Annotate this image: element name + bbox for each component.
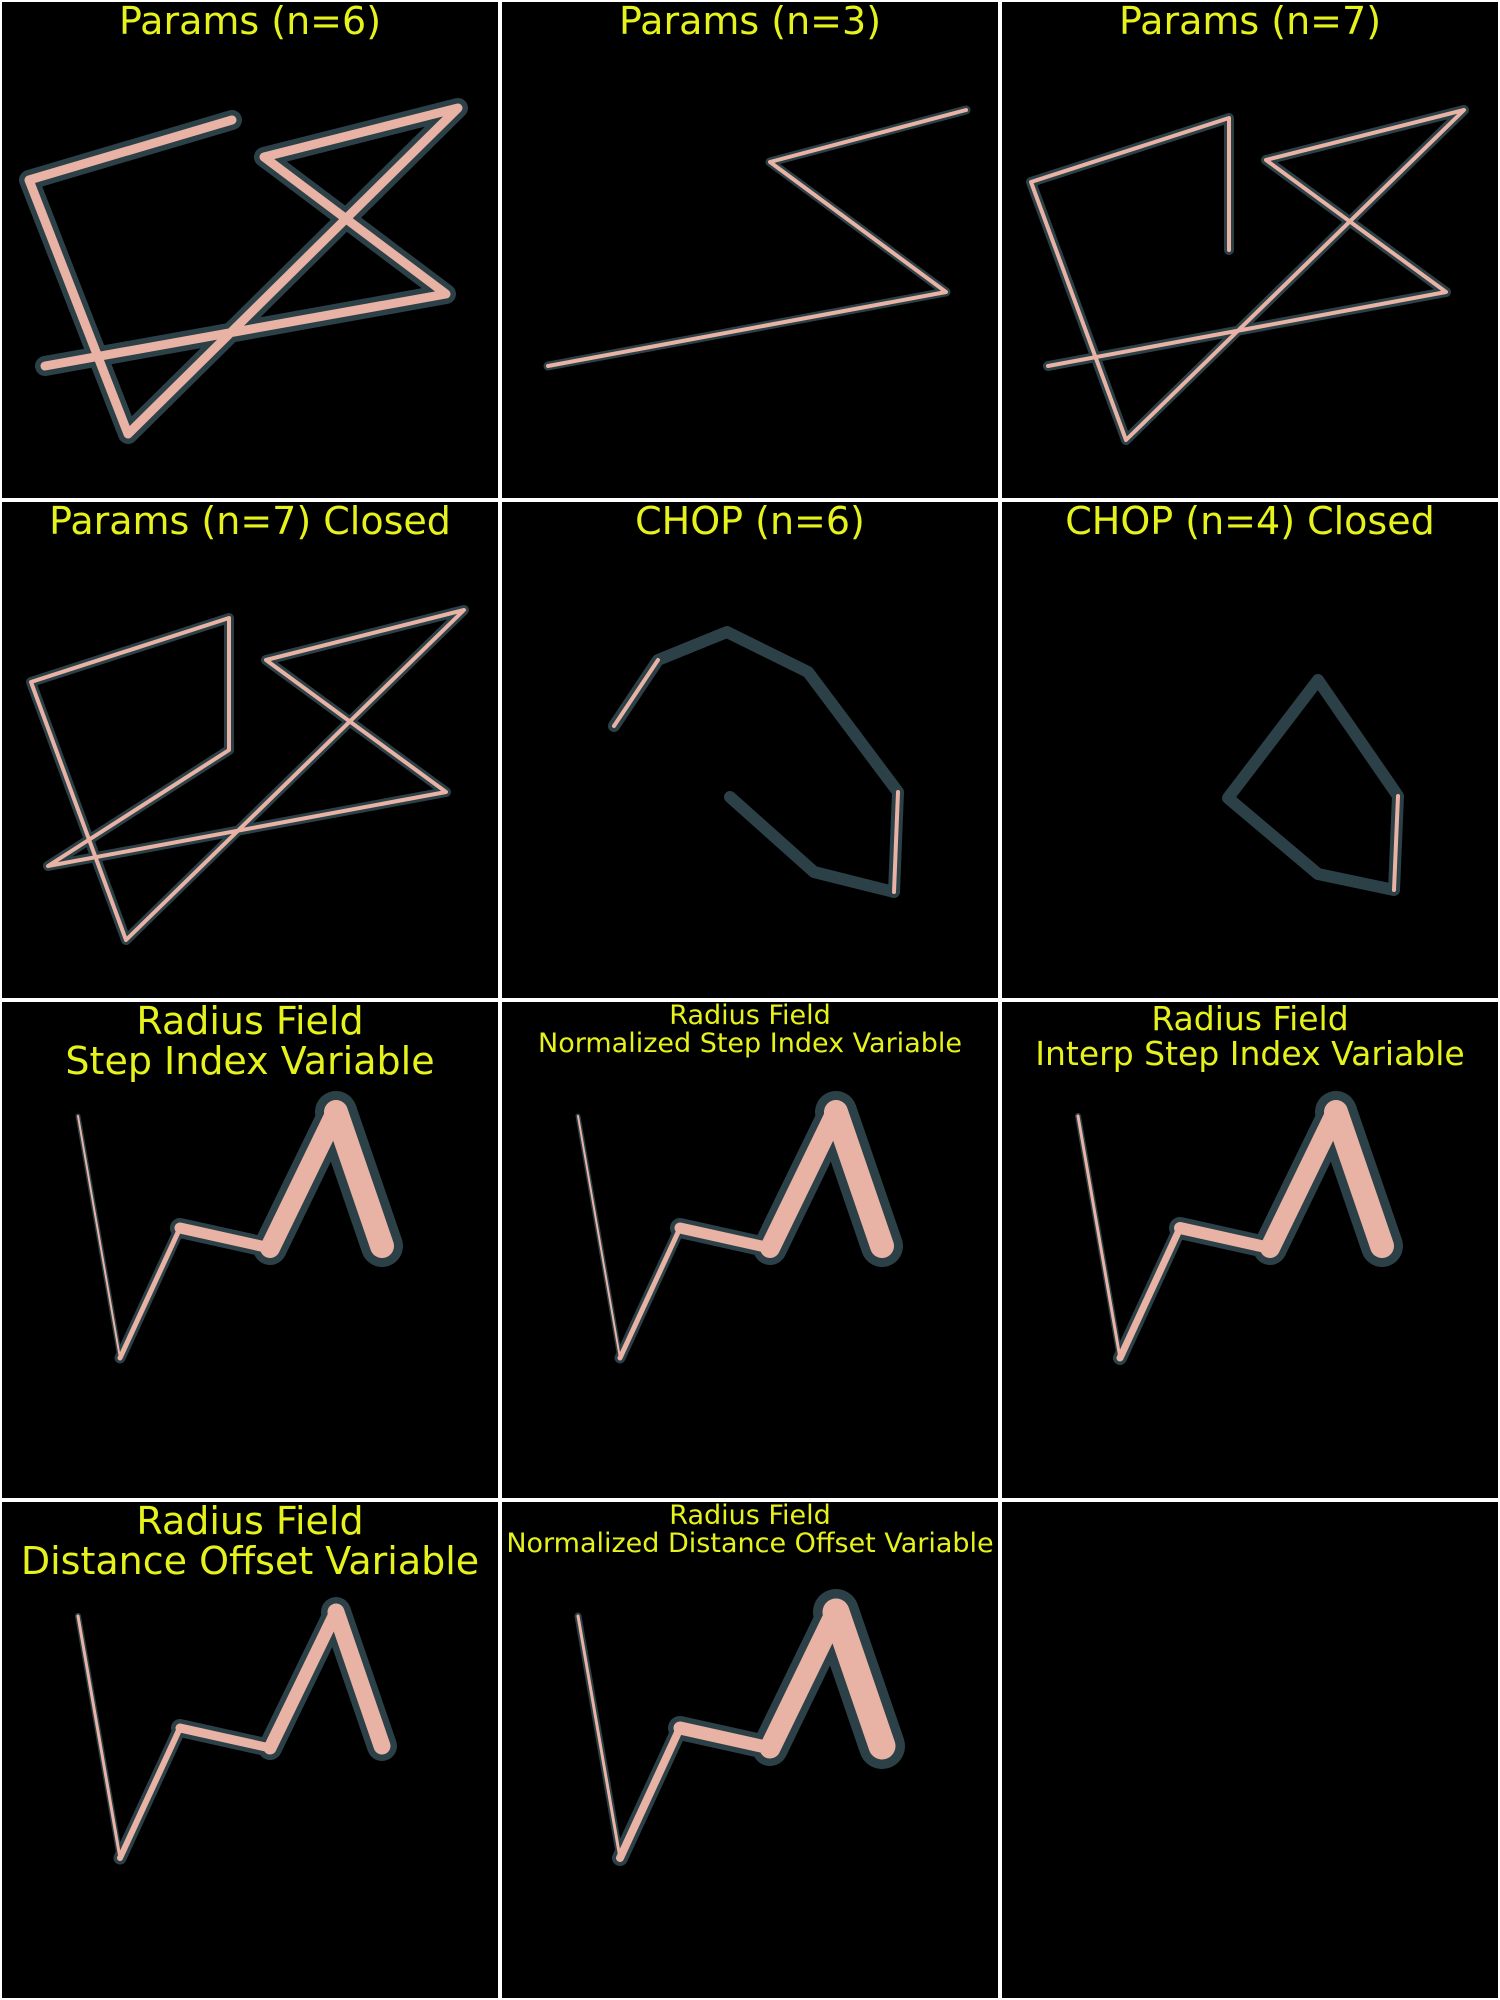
tube-highlight xyxy=(117,1725,183,1861)
panel-title-line: Params (n=7) Closed xyxy=(49,502,451,543)
panel-empty xyxy=(1002,1502,1498,1998)
tube-highlight xyxy=(1029,108,1466,442)
panel-title-line: Radius Field xyxy=(136,1002,364,1043)
panel-title-line: Distance Offset Variable xyxy=(20,1538,480,1583)
panel-title: Radius Field Step Index Variable xyxy=(2,1002,498,1082)
tube-highlight xyxy=(324,1100,394,1258)
tube-highlight xyxy=(24,103,463,439)
panel-title-line: Params (n=7) xyxy=(1118,2,1382,43)
panel-title: Radius Field Interp Step Index Variable xyxy=(1002,1002,1498,1071)
panel-title-line: Step Index Variable xyxy=(65,1038,435,1083)
panel-title-line: Radius Field xyxy=(669,1502,831,1531)
panel-radius-distance-offset: Radius Field Distance Offset Variable xyxy=(2,1502,498,1998)
tube-highlight xyxy=(616,1724,684,1862)
tube-shadow xyxy=(1222,674,1404,896)
panel-title: Radius Field Normalized Distance Offset … xyxy=(502,1502,998,1559)
panel-title-line: Normalized Distance Offset Variable xyxy=(506,1528,994,1560)
panel-title-line: CHOP (n=4) Closed xyxy=(1065,502,1435,543)
tube-highlight xyxy=(117,1225,183,1361)
tube-render xyxy=(75,1091,403,1364)
tube-render xyxy=(608,626,904,898)
tube-render xyxy=(1222,674,1404,896)
tube-highlight xyxy=(824,1100,894,1258)
panel-title: Radius Field Normalized Step Index Varia… xyxy=(502,1002,998,1059)
tube-highlight xyxy=(1260,1102,1346,1258)
tube-highlight xyxy=(76,1614,122,1860)
tube-shadow xyxy=(608,626,904,898)
panel-radius-normalized-distance-offset: Radius Field Normalized Distance Offset … xyxy=(502,1502,998,1998)
panel-chop-n4-closed: CHOP (n=4) Closed xyxy=(1002,502,1498,998)
tube-highlight xyxy=(1174,1222,1276,1254)
tube-highlight xyxy=(822,1598,896,1760)
tube-highlight xyxy=(577,1115,621,1359)
tube-render xyxy=(19,98,468,444)
panel-title: Params (n=6) xyxy=(2,2,498,42)
tube-highlight xyxy=(759,1601,847,1759)
tube-highlight xyxy=(1392,794,1400,892)
panel-params-n7-closed: Params (n=7) Closed xyxy=(2,502,498,998)
panel-title-line: CHOP (n=6) xyxy=(635,502,865,543)
panel-title-line: Radius Field xyxy=(669,1002,831,1031)
panel-params-n3: Params (n=3) xyxy=(502,2,998,498)
tube-render xyxy=(1026,105,1469,445)
tube-render xyxy=(75,1597,397,1865)
tube-highlight xyxy=(1324,1100,1394,1258)
panel-title-line: Radius Field xyxy=(1151,1002,1349,1038)
tube-highlight xyxy=(612,658,660,728)
tube-highlight xyxy=(546,108,968,368)
panel-title: Params (n=7) xyxy=(1002,2,1498,42)
tube-highlight xyxy=(576,1614,622,1860)
tube-render xyxy=(574,1589,905,1866)
tube-highlight xyxy=(760,1102,846,1258)
panel-title: Params (n=7) Closed xyxy=(2,502,498,542)
tube-highlight xyxy=(892,790,900,894)
panel-title-line: Interp Step Index Variable xyxy=(1035,1033,1465,1073)
tube-highlight xyxy=(1116,1224,1184,1362)
panel-radius-step-index: Radius Field Step Index Variable xyxy=(2,1002,498,1498)
tube-highlight xyxy=(29,608,466,942)
tube-highlight xyxy=(263,1605,343,1755)
panel-params-n7: Params (n=7) xyxy=(1002,2,1498,498)
panel-chop-n6: CHOP (n=6) xyxy=(502,502,998,998)
panel-radius-normalized-step-index: Radius Field Normalized Step Index Varia… xyxy=(502,1002,998,1498)
tube-render xyxy=(575,1091,903,1364)
tube-highlight xyxy=(175,1723,275,1753)
tube-highlight xyxy=(674,1222,776,1254)
panel-title-line: Params (n=6) xyxy=(118,2,382,43)
tube-highlight xyxy=(327,1603,391,1755)
tube-render xyxy=(1075,1091,1403,1365)
tube-highlight xyxy=(673,1721,777,1755)
panel-title-line: Normalized Step Index Variable xyxy=(538,1028,962,1060)
panel-title-line: Radius Field xyxy=(136,1502,364,1543)
panel-title: Radius Field Distance Offset Variable xyxy=(2,1502,498,1582)
tube-highlight xyxy=(77,1115,121,1359)
panel-title: CHOP (n=6) xyxy=(502,502,998,542)
tube-render xyxy=(543,105,971,371)
tube-highlight xyxy=(174,1222,276,1254)
tube-highlight xyxy=(617,1225,683,1361)
panel-params-n6: Params (n=6) xyxy=(2,2,498,498)
panel-title-line: Params (n=3) xyxy=(618,2,882,43)
panel-radius-interp-step-index: Radius Field Interp Step Index Variable xyxy=(1002,1002,1498,1498)
panel-title: Params (n=3) xyxy=(502,2,998,42)
panel-title: CHOP (n=4) Closed xyxy=(1002,502,1498,542)
tube-render xyxy=(26,605,469,945)
tube-highlight xyxy=(1076,1114,1122,1360)
tube-highlight xyxy=(260,1102,346,1258)
